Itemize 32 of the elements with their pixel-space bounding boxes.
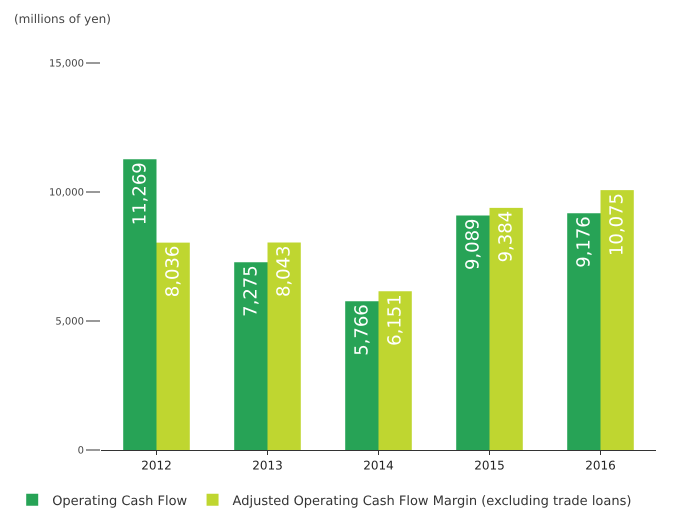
bar xyxy=(123,159,156,450)
bar xyxy=(378,291,412,450)
y-tick-label: 10,000 xyxy=(49,188,84,198)
data-label: 7,275 xyxy=(240,265,262,317)
y-tick-label: 15,000 xyxy=(49,58,84,70)
data-label: 10,075 xyxy=(606,193,628,256)
x-tick-label: 2015 xyxy=(474,458,505,472)
bar xyxy=(567,213,600,450)
data-label: 5,766 xyxy=(351,304,372,356)
data-label: 9,089 xyxy=(462,218,484,270)
x-tick-label: 2016 xyxy=(585,458,616,472)
bar xyxy=(490,208,523,450)
data-label: 9,384 xyxy=(496,210,517,262)
bar xyxy=(268,242,301,450)
bar xyxy=(234,262,268,450)
bar xyxy=(456,216,490,450)
legend-label: Adjusted Operating Cash Flow Margin (excluding trade loans) xyxy=(232,494,632,509)
y-tick-label: 0 xyxy=(78,446,84,456)
legend-label: Operating Cash Flow xyxy=(52,494,188,509)
bar xyxy=(345,301,378,450)
data-label: 9,176 xyxy=(573,216,594,268)
y-tick-label: 5,000 xyxy=(55,316,84,328)
x-tick-label: 2013 xyxy=(252,458,283,472)
y-axis-title: (millions of yen) xyxy=(14,12,111,26)
data-label: 8,043 xyxy=(274,245,295,298)
x-tick-label: 2014 xyxy=(363,458,394,472)
bar xyxy=(156,242,190,450)
data-label: 8,036 xyxy=(162,246,184,298)
x-tick-label: 2012 xyxy=(141,458,172,472)
data-label: 6,151 xyxy=(384,294,406,346)
bar xyxy=(600,190,634,450)
data-label: 11,269 xyxy=(129,162,150,226)
